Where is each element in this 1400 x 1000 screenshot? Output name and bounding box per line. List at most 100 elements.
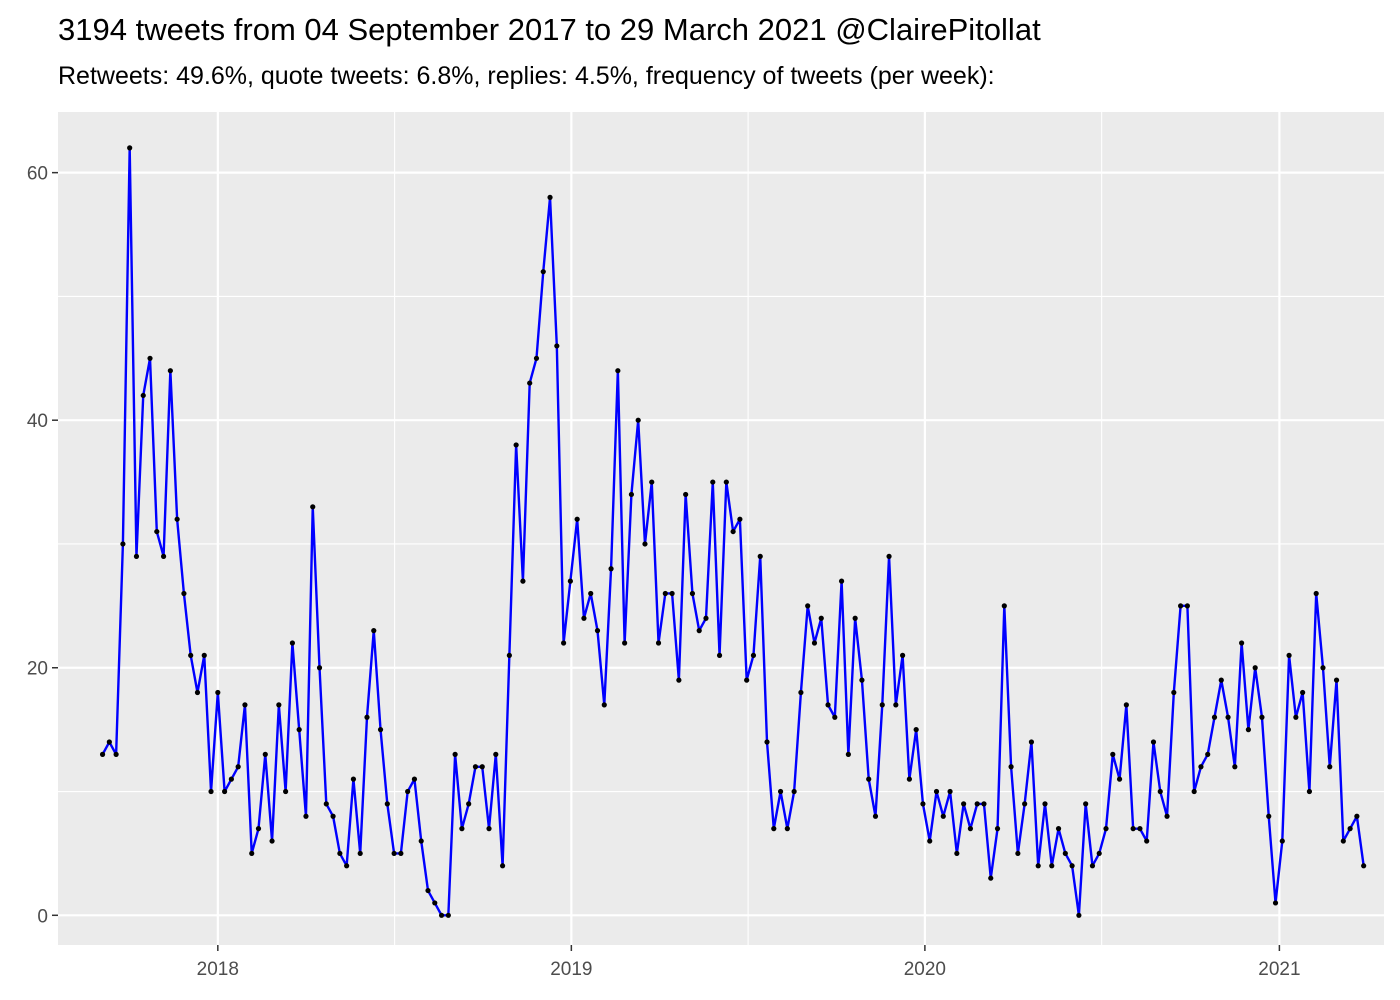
- data-point: [255, 826, 262, 832]
- data-point: [1042, 801, 1048, 807]
- data-point: [201, 652, 207, 658]
- data-point: [208, 788, 214, 795]
- data-point: [1306, 788, 1313, 795]
- data-point: [744, 677, 750, 683]
- data-point: [1184, 603, 1190, 609]
- major-grid: [58, 112, 1384, 945]
- data-point: [974, 801, 980, 807]
- data-point: [920, 801, 926, 807]
- data-point: [391, 850, 397, 857]
- data-point: [445, 912, 451, 918]
- data-point: [662, 590, 668, 597]
- data-point: [723, 479, 729, 485]
- data-point: [1320, 665, 1326, 671]
- data-point: [242, 702, 248, 708]
- data-point: [262, 751, 268, 757]
- data-point: [1313, 590, 1319, 597]
- data-point: [1286, 652, 1292, 658]
- data-point: [140, 392, 146, 399]
- data-point: [954, 850, 960, 857]
- data-point: [466, 801, 472, 807]
- data-point: [906, 776, 912, 782]
- data-point: [1116, 776, 1123, 782]
- data-point: [1333, 677, 1340, 683]
- data-point: [1198, 764, 1204, 770]
- data-point: [642, 541, 648, 547]
- data-point: [1022, 801, 1028, 807]
- data-point: [981, 801, 987, 807]
- x-tick-label: 2021: [1258, 959, 1300, 980]
- data-point: [1340, 838, 1346, 844]
- data-point: [371, 628, 377, 634]
- data-point: [676, 677, 682, 683]
- data-point: [276, 702, 282, 708]
- data-point: [269, 838, 275, 844]
- data-point: [188, 652, 194, 658]
- data-point: [703, 615, 709, 621]
- data-point: [879, 702, 885, 708]
- data-point: [296, 727, 302, 733]
- data-point: [411, 776, 418, 782]
- data-point: [649, 479, 655, 485]
- data-point: [622, 640, 628, 646]
- data-point: [994, 826, 1001, 832]
- data-point: [1103, 826, 1109, 832]
- data-point: [805, 603, 811, 609]
- data-point: [1218, 677, 1224, 683]
- chart-title: 3194 tweets from 04 September 2017 to 29…: [58, 12, 1041, 47]
- data-points: [99, 145, 1367, 918]
- data-point: [310, 504, 316, 510]
- data-point: [947, 788, 953, 795]
- data-point: [384, 801, 390, 807]
- data-point: [377, 727, 384, 733]
- data-point: [1361, 863, 1367, 869]
- data-point: [696, 628, 702, 634]
- data-point: [1150, 739, 1157, 745]
- data-point: [1252, 665, 1258, 671]
- data-point: [1178, 603, 1184, 609]
- data-point: [1266, 813, 1272, 819]
- data-point: [567, 578, 573, 584]
- data-point: [167, 368, 173, 374]
- data-point: [120, 541, 126, 547]
- data-point: [1300, 689, 1306, 696]
- data-point: [757, 553, 763, 559]
- data-point: [737, 516, 743, 522]
- data-point: [588, 590, 594, 597]
- data-point: [154, 528, 160, 535]
- data-point: [1144, 838, 1150, 844]
- data-point: [1083, 801, 1089, 807]
- data-point: [425, 887, 431, 894]
- data-point: [1259, 714, 1265, 720]
- data-point: [1001, 603, 1007, 609]
- y-tick-label: 0: [37, 906, 48, 927]
- data-point: [784, 826, 790, 832]
- data-point: [459, 826, 465, 832]
- data-point: [438, 912, 445, 918]
- data-point: [1062, 850, 1068, 857]
- data-point: [1049, 863, 1055, 869]
- data-point: [601, 702, 607, 708]
- data-point: [486, 826, 492, 832]
- data-point: [608, 566, 614, 572]
- data-point: [249, 850, 255, 857]
- data-point: [900, 652, 906, 658]
- data-point: [493, 751, 499, 757]
- y-tick-label: 60: [27, 164, 48, 185]
- data-point: [730, 528, 736, 535]
- data-point: [1191, 788, 1197, 795]
- data-point: [669, 590, 675, 597]
- data-point: [655, 640, 662, 646]
- data-point: [1279, 838, 1285, 844]
- x-tick-label: 2019: [550, 959, 592, 980]
- data-point: [499, 863, 506, 869]
- data-point: [472, 764, 479, 770]
- data-point: [323, 801, 329, 807]
- data-point: [1110, 751, 1116, 757]
- data-point: [933, 788, 940, 795]
- data-point: [1164, 813, 1170, 819]
- data-point: [1171, 689, 1177, 696]
- y-tick-label: 20: [27, 659, 48, 680]
- data-point: [1272, 900, 1279, 906]
- data-point: [811, 640, 818, 646]
